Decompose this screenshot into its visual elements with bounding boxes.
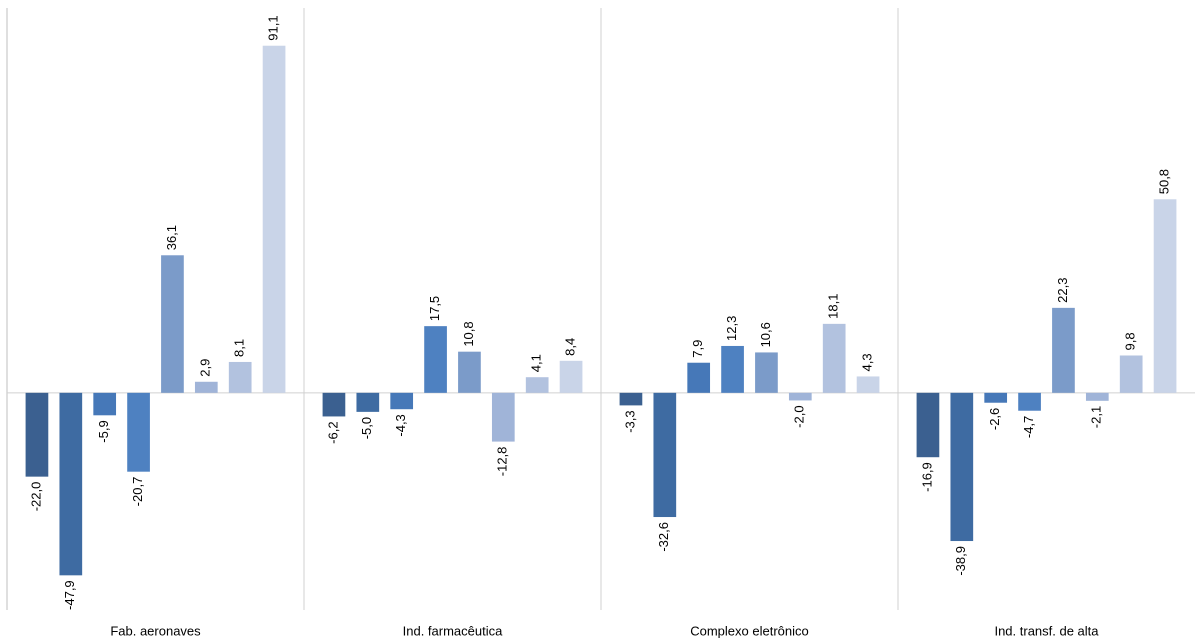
bar bbox=[491, 392, 515, 442]
data-label: 9,8 bbox=[1123, 332, 1138, 350]
data-label: -16,9 bbox=[919, 462, 934, 492]
x-tick-label: Fab. aeronaves bbox=[110, 623, 201, 638]
bar bbox=[127, 392, 150, 472]
data-label: -5,9 bbox=[96, 420, 111, 442]
data-label: 2,9 bbox=[198, 359, 213, 377]
x-tick-label: Ind. transf. de alta bbox=[994, 623, 1099, 638]
bar bbox=[228, 361, 252, 393]
bar bbox=[559, 360, 583, 393]
data-label: -2,6 bbox=[987, 408, 1002, 430]
bar bbox=[525, 377, 549, 393]
bar bbox=[93, 392, 117, 416]
data-label: -32,6 bbox=[656, 522, 671, 552]
data-label: 8,4 bbox=[563, 338, 578, 356]
bar bbox=[1018, 392, 1041, 411]
data-label: 91,1 bbox=[266, 15, 281, 40]
data-label: 4,3 bbox=[860, 353, 875, 371]
bar bbox=[1085, 392, 1109, 401]
data-label: 8,1 bbox=[232, 339, 247, 357]
bar bbox=[950, 392, 974, 542]
data-label: 10,6 bbox=[758, 322, 773, 347]
bar bbox=[856, 376, 880, 393]
data-label: -4,7 bbox=[1021, 416, 1036, 438]
bar bbox=[356, 392, 380, 412]
bar bbox=[653, 392, 677, 518]
bar bbox=[262, 45, 286, 393]
bar bbox=[619, 392, 643, 406]
x-tick-label: Complexo eletrônico bbox=[690, 623, 809, 638]
bar bbox=[1119, 355, 1143, 393]
bar bbox=[788, 392, 812, 401]
data-label: 12,3 bbox=[724, 316, 739, 341]
bar bbox=[721, 345, 744, 393]
data-label: -22,0 bbox=[28, 482, 43, 512]
bar bbox=[687, 362, 711, 393]
data-label: 50,8 bbox=[1157, 169, 1172, 194]
data-label: 18,1 bbox=[826, 294, 841, 319]
bar bbox=[1153, 199, 1177, 393]
bar bbox=[755, 352, 778, 393]
bar bbox=[161, 255, 184, 393]
data-label: -47,9 bbox=[62, 580, 77, 610]
data-label: 17,5 bbox=[427, 296, 442, 321]
bar bbox=[25, 392, 49, 477]
data-label: -2,1 bbox=[1089, 406, 1104, 428]
bar bbox=[59, 392, 83, 576]
bar bbox=[390, 392, 414, 410]
bar bbox=[194, 381, 218, 393]
bar bbox=[916, 392, 940, 458]
data-label: 22,3 bbox=[1055, 278, 1070, 303]
data-label: -38,9 bbox=[953, 546, 968, 576]
data-label: -20,7 bbox=[130, 477, 145, 507]
data-label: -3,3 bbox=[622, 410, 637, 432]
data-label: 4,1 bbox=[529, 354, 544, 372]
bar bbox=[322, 392, 346, 417]
bar bbox=[984, 392, 1008, 403]
bar bbox=[1052, 307, 1075, 393]
data-label: -6,2 bbox=[325, 421, 340, 443]
bar bbox=[424, 326, 447, 393]
data-label: 10,8 bbox=[461, 321, 476, 346]
bar bbox=[458, 351, 481, 393]
data-label: -5,0 bbox=[359, 417, 374, 439]
data-label: 7,9 bbox=[690, 340, 705, 358]
data-label: -2,0 bbox=[792, 405, 807, 427]
x-tick-label: Ind. farmacêutica bbox=[403, 623, 503, 638]
bar bbox=[822, 323, 846, 393]
data-label: -4,3 bbox=[393, 414, 408, 436]
data-label: -12,8 bbox=[495, 447, 510, 477]
data-label: 36,1 bbox=[164, 225, 179, 250]
